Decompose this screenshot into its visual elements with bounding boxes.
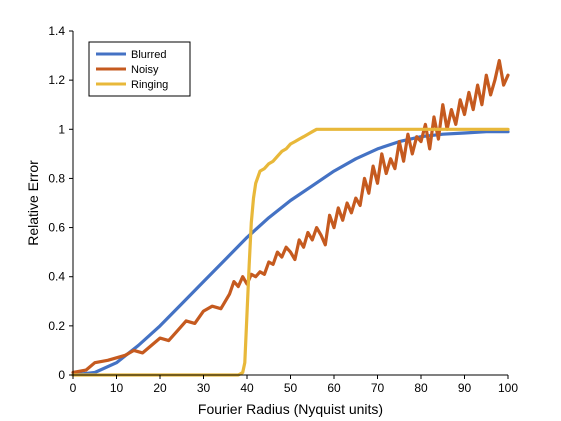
- y-tick-label: 1.2: [48, 73, 65, 87]
- legend-label-noisy: Noisy: [131, 64, 159, 76]
- x-tick-label: 60: [327, 381, 341, 395]
- y-tick-label: 0.8: [48, 171, 65, 185]
- series-line-ringing: [71, 127, 510, 377]
- x-tick-label: 0: [70, 381, 77, 395]
- x-tick-label: 10: [110, 381, 124, 395]
- x-tick-label: 100: [498, 381, 518, 395]
- legend: Blurred Noisy Ringing: [88, 41, 191, 97]
- plot-lines: [71, 58, 510, 377]
- x-tick-label: 40: [240, 381, 254, 395]
- x-tick-label: 30: [197, 381, 211, 395]
- series-line-noisy: [71, 58, 510, 375]
- y-tick-label: 0.4: [48, 270, 65, 284]
- x-tick-label: 70: [371, 381, 385, 395]
- legend-items: Blurred Noisy Ringing: [96, 49, 168, 91]
- y-tick-label: 1.4: [48, 24, 65, 38]
- y-tick-label: 0.6: [48, 221, 65, 235]
- x-tick-label: 80: [414, 381, 428, 395]
- legend-label-blurred: Blurred: [131, 49, 166, 61]
- y-axis-title: Relative Error: [25, 160, 41, 246]
- y-tick-label: 1: [58, 122, 65, 136]
- x-ticks: 0 10 20 30 40 50 60 70 80 90 100: [70, 375, 518, 395]
- series-line-blurred: [71, 130, 510, 377]
- x-tick-label: 20: [153, 381, 167, 395]
- y-tick-label: 0: [58, 368, 65, 382]
- x-tick-label: 50: [284, 381, 298, 395]
- x-tick-label: 90: [458, 381, 472, 395]
- y-ticks: 0 0.2 0.4 0.6 0.8 1 1.2 1.4: [48, 24, 73, 382]
- x-axis-title: Fourier Radius (Nyquist units): [198, 401, 383, 417]
- legend-label-ringing: Ringing: [131, 79, 168, 91]
- y-tick-label: 0.2: [48, 319, 65, 333]
